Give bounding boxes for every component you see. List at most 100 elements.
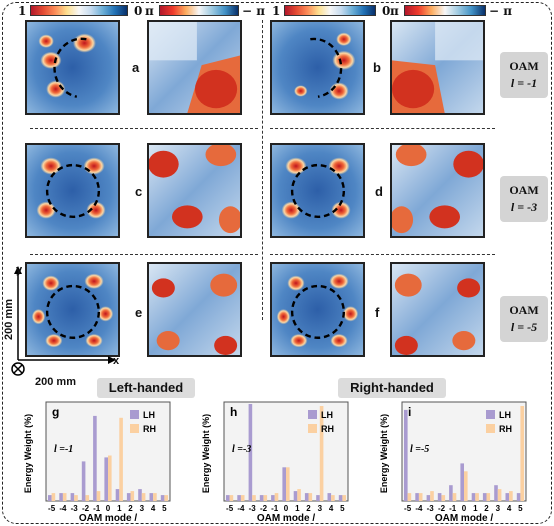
bar-rh-0 (464, 471, 468, 501)
legend-swatch-lh (486, 410, 495, 419)
l-annotation: l =-3 (232, 444, 251, 455)
bar-rh-4 (331, 495, 335, 501)
oam-l-value: l = -5 (510, 320, 538, 334)
legend-label-lh: LH (321, 410, 333, 420)
bar-rh--5 (51, 493, 56, 501)
bar-rh--3 (430, 491, 434, 501)
bar-rh-4 (509, 491, 513, 501)
l-annotation: l =-1 (54, 444, 73, 455)
colorbar-phase-left: π − π (145, 4, 265, 18)
colorbar-min-label: π (390, 4, 399, 18)
bar-lh--5 (226, 495, 230, 501)
bar-lh--4 (237, 495, 241, 501)
bar-rh-3 (497, 489, 502, 501)
bar-lh--2 (81, 461, 86, 501)
bar-lh-5 (160, 495, 165, 501)
phase-panel-e (147, 262, 242, 357)
axis-y-label: y (16, 264, 23, 276)
x-axis-label: OAM mode / (435, 513, 494, 523)
bar-rh-0 (286, 467, 290, 501)
bar-rh-5 (342, 495, 346, 501)
bar-lh--1 (93, 415, 97, 501)
colorbar-min-label: π (145, 4, 154, 18)
bar-rh--4 (240, 495, 245, 501)
bar-lh--3 (70, 493, 75, 501)
x-tick-label: 2 (484, 504, 489, 513)
legend-swatch-rh (130, 424, 139, 433)
bar-rh--1 (96, 491, 101, 501)
phase-panel-b (390, 20, 485, 115)
colorbar-gradient (284, 5, 376, 16)
y-axis-label: Energy Weight (%) (379, 414, 389, 493)
panel-label-b: b (373, 60, 381, 75)
x-tick-label: -3 (249, 504, 257, 513)
oam-badge-row3: OAM l = -5 (500, 296, 548, 342)
row-separator (30, 128, 258, 129)
bar-lh-4 (149, 493, 154, 501)
panel-label-g: g (52, 405, 59, 419)
x-tick-label: 0 (106, 504, 111, 513)
l-annotation: l =-5 (410, 444, 429, 455)
x-tick-label: 0 (462, 504, 467, 513)
bar-rh-1 (119, 417, 123, 501)
bar-lh-2 (126, 493, 131, 501)
bar-rh--4 (62, 493, 67, 501)
bar-lh-4 (327, 493, 332, 501)
legend-swatch-rh (308, 424, 317, 433)
bar-rh-1 (297, 489, 301, 501)
phase-panel-f (390, 262, 485, 357)
legend-swatch-lh (308, 410, 317, 419)
intensity-panel-a (25, 20, 120, 115)
bar-lh-5 (516, 493, 521, 501)
panel-label-h: h (230, 405, 237, 419)
colorbar-max-label: 0 (382, 4, 391, 18)
x-tick-label: -2 (438, 504, 446, 513)
bar-lh-1 (471, 493, 476, 501)
x-tick-label: -5 (404, 504, 412, 513)
bar-lh--4 (415, 493, 419, 501)
bar-rh-1 (475, 493, 479, 501)
x-tick-label: -4 (59, 504, 67, 513)
x-tick-label: -1 (271, 504, 279, 513)
x-tick-label: 3 (318, 504, 323, 513)
intensity-panel-f (270, 262, 365, 357)
intensity-panel-d (270, 143, 365, 238)
oam-title: OAM (509, 59, 539, 73)
x-tick-label: -4 (415, 504, 423, 513)
row-separator (270, 254, 495, 255)
bar-rh-3 (319, 406, 324, 501)
colorbar-gradient (159, 5, 239, 16)
bar-lh--2 (437, 493, 442, 501)
bar-lh--4 (59, 493, 63, 501)
x-axis-label: OAM mode / (79, 513, 138, 523)
bar-lh-4 (505, 493, 510, 501)
intensity-panel-c (25, 143, 120, 238)
x-tick-label: 4 (151, 504, 156, 513)
bar-lh-0 (460, 463, 464, 501)
bar-lh--5 (48, 495, 52, 501)
x-tick-label: -1 (449, 504, 457, 513)
colorbar-min-label: 1 (18, 4, 27, 18)
y-axis-label: Energy Weight (%) (201, 414, 211, 493)
colorbar-max-label: − π (489, 4, 513, 18)
x-tick-label: 1 (295, 504, 300, 513)
colorbar-max-label: − π (242, 4, 266, 18)
x-scale-label: 200 mm (35, 376, 76, 388)
x-tick-label: 5 (340, 504, 345, 513)
y-axis-label: Energy Weight (%) (23, 414, 33, 493)
x-tick-label: -2 (82, 504, 90, 513)
oam-badge-row1: OAM l = -1 (500, 52, 548, 98)
x-tick-label: 5 (162, 504, 167, 513)
bar-rh-5 (520, 406, 524, 501)
x-tick-label: -5 (226, 504, 234, 513)
oam-l-value: l = -1 (510, 76, 538, 90)
bar-rh-0 (108, 455, 112, 501)
row-separator (30, 254, 258, 255)
colorbar-amplitude-left: 1 0 (18, 4, 146, 18)
bar-lh--5 (404, 409, 408, 501)
bar-rh--1 (452, 493, 457, 501)
oam-l-value: l = -3 (510, 200, 538, 214)
bar-lh-0 (282, 467, 286, 501)
colorbar-phase-right: π − π (390, 4, 515, 18)
